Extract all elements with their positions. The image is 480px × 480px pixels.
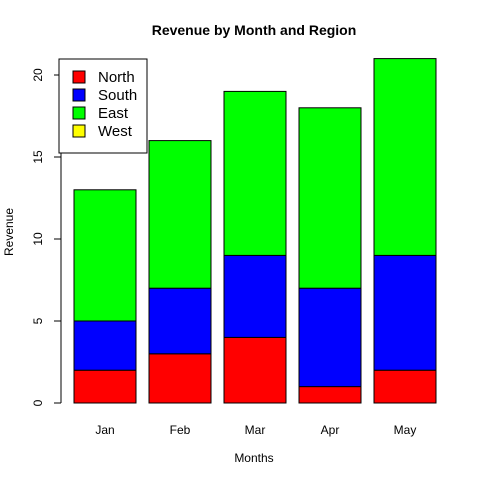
legend-label-south: South [98, 87, 137, 104]
x-tick-label: Mar [245, 423, 266, 437]
bar-segment-north [73, 369, 137, 404]
bar-segment-south [373, 254, 437, 371]
x-axis: Jan Feb Mar Apr May [95, 423, 416, 437]
y-tick-label: 10 [31, 232, 45, 246]
legend-label-north: North [98, 69, 135, 86]
x-tick-label: Apr [321, 423, 340, 437]
bar-segment-south [73, 320, 137, 371]
bar-segment-north [373, 369, 437, 404]
bar-segment-east [223, 90, 287, 256]
bar-stack-feb [148, 140, 212, 404]
bar-segment-east [73, 189, 137, 322]
bar-segment-south [298, 287, 362, 388]
x-tick-label: Jan [95, 423, 114, 437]
y-tick-label: 5 [31, 317, 45, 324]
bar-segment-north [223, 336, 287, 404]
x-tick-label: May [394, 423, 417, 437]
bar-segment-south [223, 254, 287, 338]
legend-swatch-east [72, 106, 86, 120]
legend-swatch-south [72, 88, 86, 102]
x-axis-title: Months [234, 451, 273, 465]
y-axis-title: Revenue [2, 208, 16, 256]
bar-segment-north [298, 386, 362, 404]
bar-stack-apr [298, 107, 362, 404]
bar-segment-east [373, 58, 437, 256]
bars-group [73, 58, 437, 404]
y-tick-label: 15 [31, 150, 45, 164]
legend-label-west: West [98, 123, 133, 140]
x-tick-label: Feb [170, 423, 191, 437]
bar-stack-mar [223, 90, 287, 404]
y-axis: 0 5 10 15 20 [31, 68, 62, 406]
bar-segment-south [148, 287, 212, 355]
chart-title: Revenue by Month and Region [152, 22, 357, 38]
bar-segment-east [298, 107, 362, 289]
legend-swatch-north [72, 70, 86, 84]
bar-segment-north [148, 353, 212, 404]
bar-stack-jan [73, 189, 137, 404]
legend-swatch-west [72, 124, 86, 138]
bar-segment-east [148, 140, 212, 289]
legend-label-east: East [98, 105, 129, 122]
y-tick-label: 0 [31, 399, 45, 406]
bar-stack-may [373, 58, 437, 404]
y-tick-label: 20 [31, 68, 45, 82]
